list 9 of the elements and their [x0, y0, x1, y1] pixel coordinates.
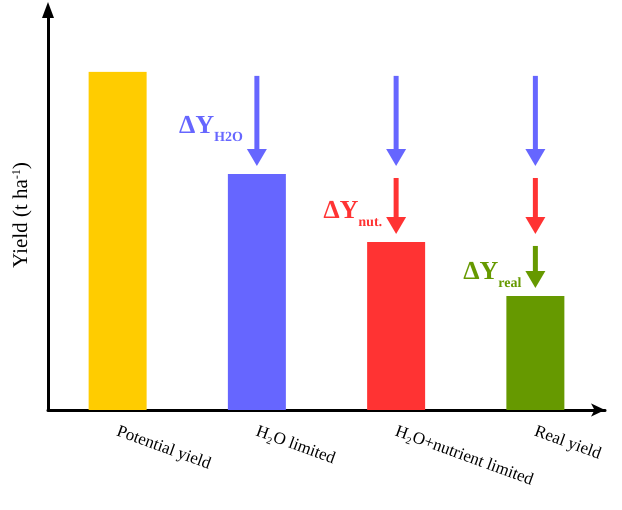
annotation: ΔY$_{real}$	[463, 256, 522, 291]
bar	[228, 174, 286, 410]
annotation: ΔY$_{H2O}$	[179, 110, 243, 144]
x-tick-label: Real yield	[532, 421, 604, 463]
bar	[88, 72, 147, 410]
annotation: ΔY$_{nut.}$	[323, 194, 382, 230]
x-tick-label: H₂O limited	[254, 421, 338, 468]
bar	[367, 242, 426, 410]
bar	[506, 296, 564, 410]
